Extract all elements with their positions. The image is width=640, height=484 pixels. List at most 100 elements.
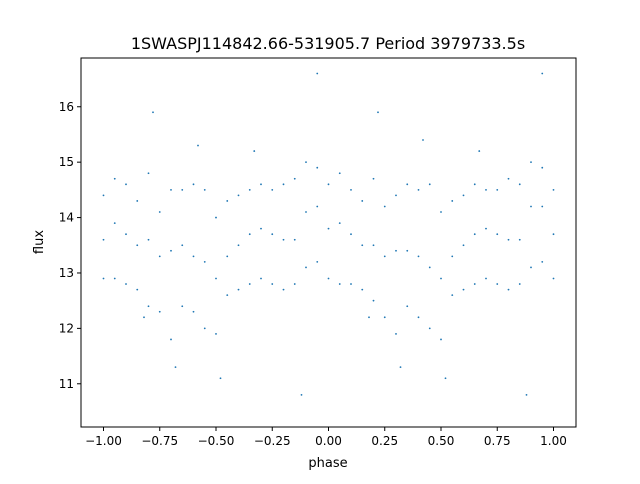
data-point — [530, 266, 532, 269]
data-point — [125, 233, 127, 236]
data-point — [518, 183, 521, 186]
data-point — [451, 294, 454, 297]
x-tick-label: −0.75 — [141, 434, 178, 448]
data-point — [530, 161, 532, 164]
data-point — [181, 188, 184, 191]
data-point — [552, 277, 555, 280]
data-point — [113, 177, 116, 180]
data-point — [462, 288, 465, 291]
data-point — [203, 188, 206, 191]
data-point — [226, 294, 229, 297]
data-point — [226, 255, 229, 258]
data-point — [260, 183, 262, 186]
data-point — [350, 283, 352, 285]
data-point — [350, 233, 352, 236]
x-tick-label: 1.00 — [540, 434, 567, 448]
data-point — [316, 166, 319, 169]
data-point — [507, 177, 510, 180]
data-point — [170, 338, 172, 341]
data-point — [282, 238, 285, 241]
data-point — [327, 183, 330, 186]
data-point — [125, 283, 127, 285]
data-point — [300, 393, 303, 396]
data-point — [361, 200, 364, 202]
data-point — [350, 188, 352, 191]
y-axis-label: flux — [32, 230, 47, 254]
data-point — [181, 244, 184, 247]
data-point — [192, 255, 195, 258]
y-tick-label: 15 — [59, 155, 74, 169]
data-point — [282, 183, 285, 186]
data-point — [192, 183, 195, 186]
data-point — [215, 333, 217, 335]
points-layer — [102, 72, 555, 396]
data-point — [473, 183, 476, 186]
data-point — [316, 260, 319, 263]
data-point — [316, 205, 319, 208]
data-point — [440, 211, 442, 213]
data-point — [237, 194, 240, 197]
data-point — [428, 266, 431, 269]
y-tick-label: 16 — [59, 100, 74, 114]
data-point — [113, 277, 116, 280]
data-point — [219, 377, 222, 380]
data-point — [248, 233, 251, 236]
data-point — [170, 249, 172, 252]
x-axis-label: phase — [308, 456, 347, 471]
data-point — [293, 238, 296, 241]
data-point — [525, 393, 528, 396]
data-point — [451, 255, 454, 258]
data-point — [485, 277, 487, 280]
data-point — [496, 188, 499, 191]
data-point — [422, 139, 424, 141]
data-point — [143, 316, 145, 319]
data-point — [253, 150, 256, 152]
y-axis: 11 12 13 14 15 16 — [59, 100, 81, 391]
data-point — [147, 305, 150, 308]
data-point — [136, 200, 139, 202]
data-point — [530, 205, 532, 208]
data-point — [428, 327, 431, 330]
data-point — [478, 150, 481, 152]
x-tick-label: 0.25 — [371, 434, 398, 448]
data-point — [507, 238, 510, 241]
data-point — [271, 233, 274, 236]
data-point — [282, 288, 285, 291]
data-point — [541, 260, 544, 263]
data-point — [158, 211, 161, 213]
data-point — [305, 211, 307, 213]
data-point — [451, 200, 454, 202]
data-point — [226, 200, 229, 202]
data-point — [518, 238, 521, 241]
data-point — [372, 244, 375, 247]
data-point — [361, 288, 364, 291]
y-tick-label: 14 — [59, 211, 74, 225]
data-point — [541, 205, 544, 208]
data-point — [192, 310, 195, 313]
data-point — [462, 194, 465, 197]
data-point — [485, 227, 487, 230]
data-point — [197, 144, 199, 147]
data-point — [248, 283, 251, 285]
chart-title: 1SWASPJ114842.66-531905.7 Period 3979733… — [131, 34, 525, 53]
data-point — [136, 244, 139, 247]
data-point — [541, 166, 544, 169]
data-point — [152, 111, 154, 114]
data-point — [147, 172, 150, 175]
data-point — [507, 288, 510, 291]
data-point — [395, 249, 397, 252]
data-point — [338, 172, 341, 175]
data-point — [305, 161, 307, 164]
data-point — [237, 244, 240, 247]
data-point — [383, 205, 386, 208]
y-tick-label: 11 — [59, 377, 74, 391]
data-point — [428, 183, 431, 186]
data-point — [237, 288, 240, 291]
x-tick-label: 0.50 — [428, 434, 455, 448]
data-point — [170, 188, 172, 191]
data-point — [406, 183, 409, 186]
y-tick-label: 13 — [59, 266, 74, 280]
data-point — [260, 227, 262, 230]
data-point — [102, 277, 105, 280]
